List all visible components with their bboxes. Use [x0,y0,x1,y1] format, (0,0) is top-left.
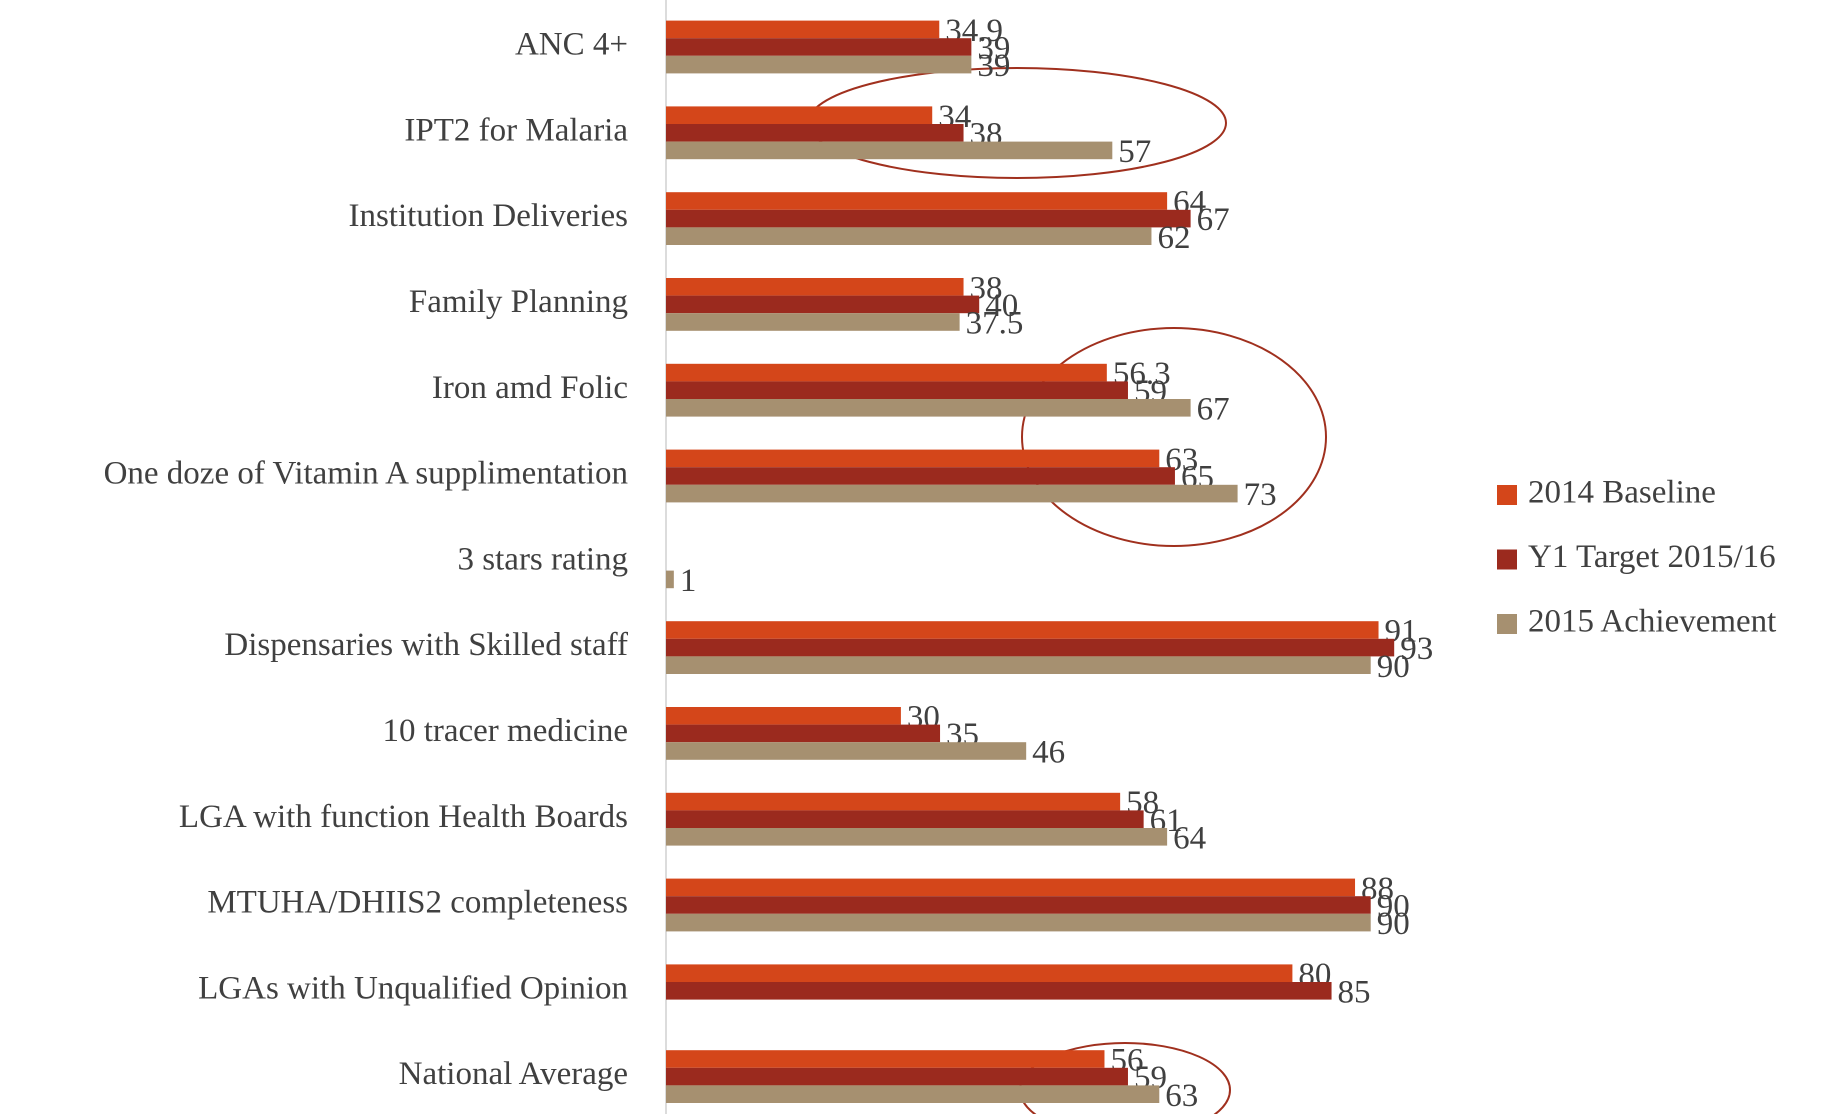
data-label: 85 [1338,974,1371,1010]
bar [666,278,964,296]
bar [666,467,1175,485]
data-label: 67 [1197,391,1230,427]
bar [666,828,1168,846]
bar [666,913,1371,932]
data-label: 90 [1377,889,1410,925]
legend-label: Y1 Target 2015/16 [1528,539,1776,575]
bar [666,141,1113,160]
highlight-ellipse [1021,327,1327,547]
bar [666,484,1238,503]
bar [666,209,1191,228]
y-tick-label: Family Planning [409,284,628,320]
y-tick-label: 10 tracer medicine [382,713,628,749]
y-tick-label: 3 stars rating [458,541,628,577]
bar [666,124,964,142]
bar [666,742,1027,760]
y-tick-label: MTUHA/DHIIS2 completeness [207,885,628,921]
y-tick-label: National Average [399,1056,628,1092]
data-label: 1 [680,563,697,599]
legend-label: 2014 Baseline [1528,475,1716,511]
bar [666,20,940,39]
y-tick-label: IPT2 for Malaria [404,112,628,148]
data-label: 39 [977,31,1010,67]
data-label: 73 [1244,477,1277,513]
bar [666,964,1293,982]
legend-swatch [1497,549,1517,570]
bar [666,192,1168,210]
data-label: 64 [1173,820,1206,856]
legend-swatch [1497,485,1517,505]
bar [666,399,1191,417]
bar [666,38,972,56]
data-label: 37.5 [966,306,1024,342]
bar [666,313,960,331]
data-label: 62 [1157,220,1190,256]
y-tick-label: LGA with function Health Boards [179,799,628,835]
legend-swatch [1497,614,1517,634]
bar [666,896,1371,914]
bar [666,449,1160,468]
data-label: 57 [1118,134,1151,170]
y-tick-label: Institution Deliveries [348,198,628,234]
data-label: 67 [1197,202,1230,238]
y-tick-label: Dispensaries with Skilled staff [224,627,628,663]
bar [666,106,933,124]
bar [666,1085,1160,1103]
bar [666,656,1371,674]
data-label: 39 [977,48,1010,84]
y-tick-label: LGAs with Unqualified Opinion [198,970,628,1006]
bar [666,792,1121,811]
bar [666,878,1356,897]
bar [666,621,1379,639]
bar [666,638,1395,657]
bar [666,707,901,725]
data-label: 93 [1400,631,1433,667]
legend-label: 2015 Achievement [1528,604,1776,640]
bar [666,1067,1128,1086]
bar [666,363,1107,382]
bar [666,227,1152,245]
bar [666,570,674,589]
data-label: 90 [1377,906,1410,942]
bar [666,1050,1105,1068]
bar [666,982,1332,1000]
data-label: 63 [1165,1078,1198,1114]
data-label: 46 [1032,735,1065,771]
y-tick-label: ANC 4+ [515,27,628,63]
data-label: 40 [985,288,1018,324]
y-tick-label: Iron amd Folic [432,370,628,406]
bar [666,295,980,314]
bar [666,810,1144,828]
bar [666,724,941,743]
bar [666,55,972,74]
bar [666,381,1128,399]
y-tick-label: One doze of Vitamin A supplimentation [104,456,628,492]
data-label: 90 [1377,649,1410,685]
